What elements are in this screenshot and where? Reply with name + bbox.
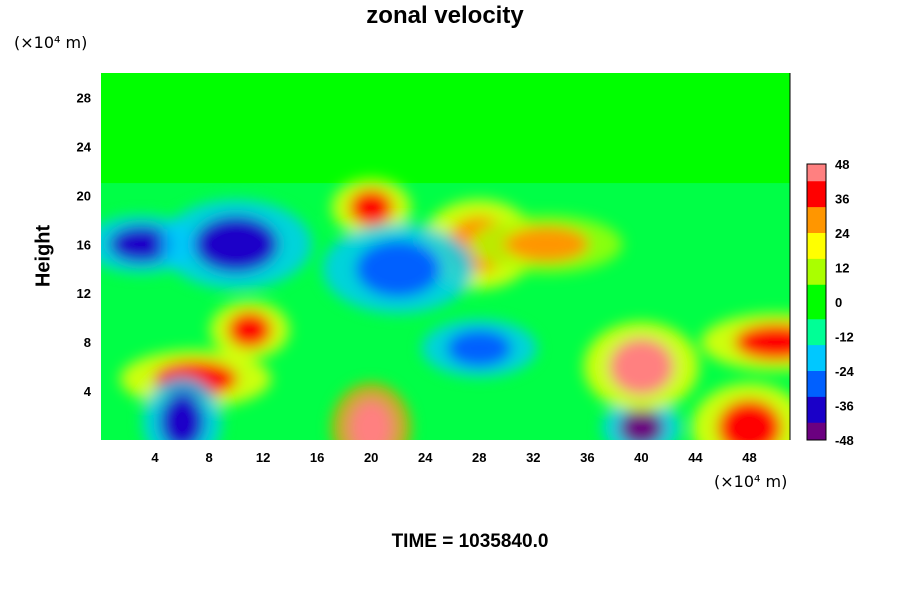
colorbar-segment [807,345,826,355]
y-tick-label: 28 [77,90,91,105]
colorbar-segment [807,414,826,424]
colorbar-segment [807,258,826,268]
x-tick-label: 16 [310,450,324,465]
colorbar-segment [807,250,826,260]
colorbar-frame [806,163,827,441]
x-tick-label: 48 [742,450,756,465]
time-footer: TIME = 1035840.0 [391,531,549,552]
x-tick-label: 44 [688,450,703,465]
x-tick-label: 32 [526,450,540,465]
field-feature [160,393,205,440]
field-feature [447,330,512,367]
field-feature [349,399,394,440]
colorbar-segment [807,224,826,234]
y-tick-label: 4 [84,384,92,399]
x-tick-label: 24 [418,450,433,465]
colorbar-segment [807,379,826,389]
colorbar-segment [807,181,826,191]
colorbar-segment [807,302,826,312]
field-feature [609,338,674,395]
colorbar-tick-label: 24 [835,226,850,241]
colorbar-segment [807,388,826,398]
x-unit-label: (×10⁴ m) [714,472,788,491]
colorbar-segment [807,284,826,294]
colorbar-segment [807,215,826,225]
colorbar-segment [807,241,826,251]
colorbar-tick-label: 36 [835,192,849,207]
colorbar-segment [807,336,826,346]
colorbar-segment [807,276,826,286]
x-tick-label: 12 [256,450,270,465]
colorbar-tick-label: 48 [835,157,849,172]
colorbar-segment [807,327,826,337]
colorbar-segment [807,207,826,217]
colorbar-segment [807,293,826,303]
colorbar: 48 36 24 12 0 -12 -24 -36 -48 [806,157,855,448]
colorbar-segment [807,431,826,441]
colorbar-segment [807,362,826,372]
field-feature [349,189,394,226]
colorbar-tick-label: -36 [835,399,854,414]
chart-title: zonal velocity [366,2,524,29]
x-tick-label: 20 [364,450,378,465]
y-tick-label: 12 [77,286,91,301]
y-tick-label: 16 [77,237,91,252]
colorbar-segment [807,164,826,174]
colorbar-segment [807,422,826,432]
plot-area [101,73,791,440]
field-feature [194,216,279,273]
colorbar-tick-label: -12 [835,330,854,345]
field-feature [227,311,272,348]
colorbar-segment [807,198,826,208]
colorbar-tick-label: 0 [835,295,842,310]
colorbar-segment [807,371,826,381]
colorbar-segment [807,396,826,406]
field-feature [109,226,174,263]
colorbar-tick-label: -48 [835,433,854,448]
field-feature [717,399,782,440]
x-tick-label: 36 [580,450,594,465]
field-feature [619,409,664,440]
x-tick-label: 28 [472,450,486,465]
y-tick-label: 24 [77,139,92,154]
colorbar-segment [807,310,826,320]
y-unit-label: (×10⁴ m) [14,33,88,52]
x-tick-label: 40 [634,450,648,465]
colorbar-tick-label: 12 [835,261,849,276]
colorbar-segment [807,319,826,329]
x-tick-label: 8 [205,450,212,465]
x-axis: 4 8 12 16 20 24 28 32 36 40 44 48 [151,450,756,465]
colorbar-segment [807,353,826,363]
x-tick-label: 4 [151,450,159,465]
colorbar-segment [807,405,826,415]
y-axis: 4 8 12 16 20 24 28 [77,90,92,399]
field-feature [504,226,589,263]
colorbar-segment [807,189,826,199]
y-tick-label: 20 [77,188,91,203]
colorbar-segment [807,233,826,243]
colorbar-segment [807,172,826,182]
colorbar-segment [807,267,826,277]
field-feature [356,240,441,297]
y-tick-label: 8 [84,335,91,350]
field-feature [734,324,790,361]
colorbar-tick-label: -24 [835,364,855,379]
